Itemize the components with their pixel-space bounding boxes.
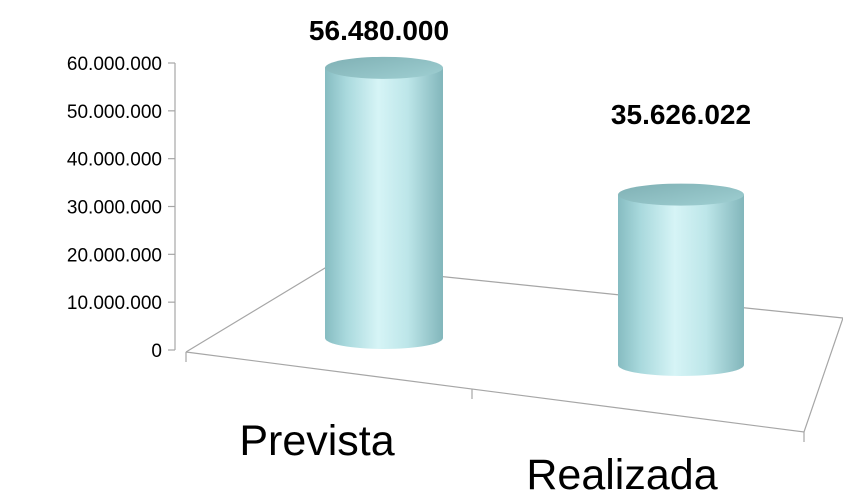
- y-tick-label: 60.000.000: [67, 54, 162, 75]
- category-label: Prevista: [239, 417, 394, 465]
- bar-realizada: [618, 183, 744, 376]
- data-labels: 56.480.000 35.626.022: [309, 15, 751, 130]
- floor-front-edge: [185, 317, 843, 433]
- bar-prevista: [325, 56, 443, 349]
- bars: [325, 56, 744, 376]
- y-tick-label: 10.000.000: [67, 293, 162, 314]
- category-labels: Prevista Realizada: [239, 417, 717, 499]
- y-tick-label: 30.000.000: [67, 198, 162, 219]
- y-tick-label: 40.000.000: [67, 150, 162, 171]
- y-axis-ticks: 0 10.000.000 20.000.000 30.000.000 40.000.00…: [67, 54, 175, 362]
- data-label: 56.480.000: [309, 15, 449, 46]
- floor-back-edge: [185, 264, 843, 353]
- bar-top: [325, 56, 443, 79]
- category-label: Realizada: [526, 451, 717, 499]
- bar-body: [325, 67, 443, 349]
- bar-top: [618, 183, 744, 206]
- y-tick-label: 0: [151, 341, 162, 362]
- bar-body: [618, 194, 744, 376]
- y-tick-label: 20.000.000: [67, 245, 162, 266]
- data-label: 35.626.022: [611, 99, 751, 130]
- y-tick-label: 50.000.000: [67, 102, 162, 123]
